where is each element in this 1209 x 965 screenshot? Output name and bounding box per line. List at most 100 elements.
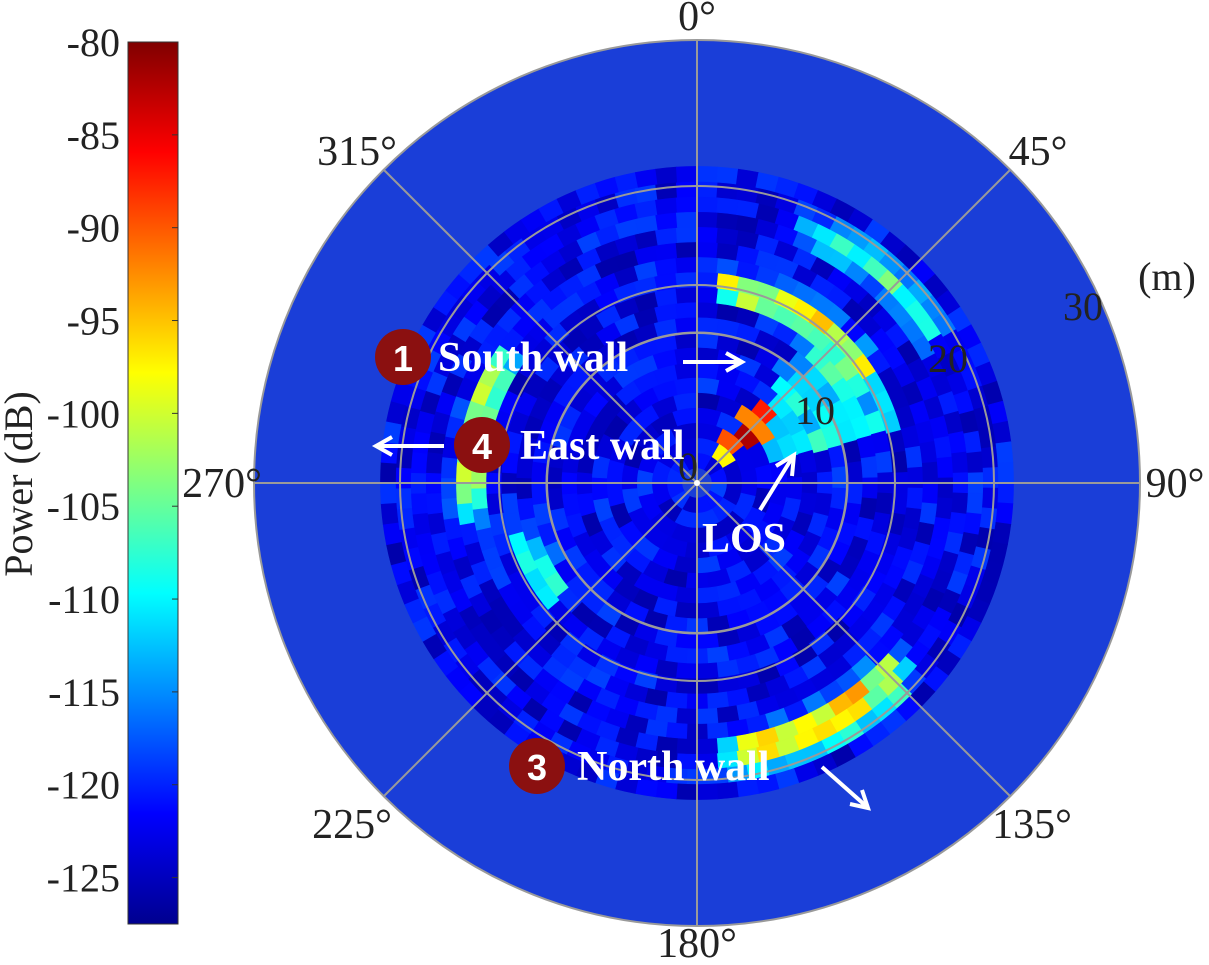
- colorbar-tick-label: -115: [48, 670, 120, 715]
- colorbar-label: Power (dB): [0, 391, 41, 577]
- heatmap-cell: [696, 166, 719, 183]
- heatmap-cell: [966, 451, 984, 474]
- heatmap-cell: [654, 705, 678, 724]
- heatmap-cell: [716, 197, 740, 215]
- heatmap-cell: [936, 456, 954, 479]
- colorbar-tick-label: -105: [47, 484, 120, 529]
- heatmap-cell: [654, 257, 678, 277]
- heatmap-cell: [673, 555, 698, 574]
- heatmap-cell: [696, 362, 720, 380]
- heatmap-cell: [706, 722, 729, 740]
- heatmap-cell: [995, 441, 1014, 464]
- heatmap-cell: [846, 461, 864, 484]
- heatmap-cell: [395, 467, 412, 489]
- colorbar-tick-label: -120: [47, 763, 120, 808]
- heatmap-cell: [456, 502, 475, 526]
- badge-1-number: 1: [393, 338, 413, 379]
- radius-tick-label: 30: [1063, 284, 1103, 329]
- heatmap-cell: [937, 477, 954, 499]
- heatmap-cell: [696, 196, 719, 213]
- heatmap-cell: [675, 166, 698, 183]
- heatmap-cell: [664, 691, 688, 710]
- heatmap-cell: [907, 466, 924, 489]
- heatmap-cell: [831, 466, 849, 489]
- heatmap-cell: [673, 377, 698, 396]
- heatmap-cell: [716, 257, 740, 277]
- radius-tick-label: 0: [678, 444, 698, 489]
- heatmap-cell: [696, 211, 719, 228]
- heatmap-cell: [675, 211, 698, 228]
- heatmap-cell: [696, 181, 719, 198]
- heatmap-cell: [655, 166, 678, 185]
- heatmap-cell: [875, 450, 894, 474]
- heatmap-cell: [951, 451, 969, 474]
- heatmap-cell: [425, 451, 443, 474]
- heatmap-cell: [696, 586, 720, 604]
- heatmap-cell: [904, 445, 923, 469]
- origin-dot: [694, 480, 700, 486]
- heatmap-cell: [545, 466, 563, 489]
- heatmap-cell: [675, 316, 698, 334]
- annotation-south-wall: 1 South wall: [375, 329, 747, 385]
- south-wall-arrow: [683, 351, 747, 373]
- heatmap-cell: [696, 241, 719, 259]
- heatmap-cell: [515, 477, 533, 500]
- angle-tick-label: 225°: [312, 802, 392, 848]
- angle-tick-label: 315°: [317, 129, 397, 175]
- heatmap-cell: [716, 166, 739, 185]
- heatmap-cell: [921, 461, 939, 484]
- angle-tick-labels: 0° 45° 90° 135° 180° 225° 270° 315°: [182, 0, 1204, 965]
- heatmap-cell: [382, 522, 402, 546]
- heatmap-cell: [696, 632, 719, 650]
- colorbar-tick-label: -100: [47, 391, 120, 436]
- heatmap-cell: [675, 196, 698, 213]
- heatmap-cell: [655, 212, 678, 231]
- heatmap-cell: [716, 227, 739, 246]
- heatmap-cell: [696, 662, 719, 680]
- badge-4: [454, 417, 510, 473]
- heatmap-cell: [696, 316, 719, 334]
- heatmap-cell: [875, 492, 894, 516]
- angle-tick-label: 45°: [1009, 129, 1068, 175]
- heatmap-cell: [997, 461, 1014, 484]
- heatmap-cell: [785, 476, 803, 501]
- heatmap-cell: [906, 487, 924, 510]
- polar-grid: [253, 39, 1141, 927]
- annotation-east-wall: 4 East wall: [371, 417, 685, 473]
- heatmap-cell: [380, 482, 397, 505]
- heatmap-cell: [716, 212, 739, 231]
- heatmap-cell: [696, 707, 719, 725]
- colorbar: -80 -85 -90 -95 -100 -105 -110 -115 -120 -125 Pow…: [0, 20, 179, 925]
- heatmap-cell: [696, 286, 719, 304]
- los-arrow: [758, 451, 797, 512]
- colorbar-tick-label: -110: [48, 577, 120, 622]
- badge-3-number: 3: [527, 747, 547, 788]
- east-wall-label: East wall: [520, 423, 685, 469]
- heatmap-cell: [675, 226, 698, 243]
- heatmap-cell: [706, 691, 730, 710]
- heatmap-cell: [654, 242, 678, 261]
- heatmap-cell: [860, 455, 879, 479]
- heatmap-cell: [655, 181, 678, 200]
- heatmap-cell: [919, 440, 938, 464]
- annotation-los: LOS: [702, 451, 797, 562]
- heatmap-cell: [380, 502, 399, 525]
- badge-3: [509, 738, 565, 794]
- heatmap-cell: [982, 467, 999, 489]
- angle-tick-label: 270°: [182, 461, 262, 507]
- radius-tick-label: 20: [928, 336, 968, 381]
- heatmap-cell: [591, 476, 609, 501]
- heatmap-cell: [696, 601, 720, 619]
- colorbar-ticks: -80 -85 -90 -95 -100 -105 -110 -115 -120 -125: [47, 20, 178, 901]
- heatmap-cell: [675, 286, 698, 304]
- south-wall-label: South wall: [438, 335, 628, 381]
- heatmap-cell: [992, 420, 1012, 444]
- heatmap-cell: [675, 256, 698, 274]
- heatmap-cell: [919, 502, 938, 526]
- heatmap-cell: [665, 722, 688, 740]
- colorbar-tick-label: -125: [47, 856, 120, 901]
- angle-tick-label: 135°: [992, 802, 1072, 848]
- heatmap-cell: [500, 492, 519, 516]
- heatmap-cell: [674, 586, 698, 604]
